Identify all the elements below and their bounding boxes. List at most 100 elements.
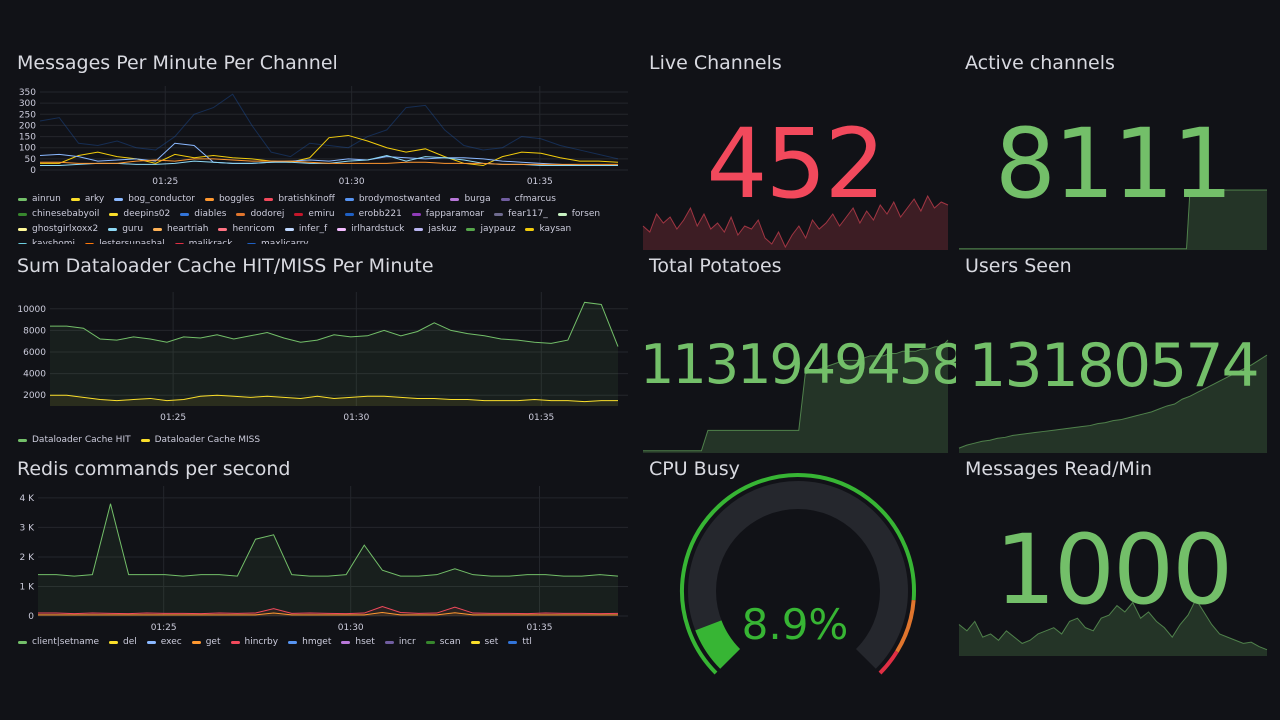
gauge-fill (695, 619, 741, 669)
panel-dataloader-cache: Sum Dataloader Cache HIT/MISS Per Minute… (8, 253, 632, 451)
legend-item[interactable]: emiru (294, 209, 335, 219)
threshold-orange (895, 599, 916, 653)
legend-item[interactable]: dodorej (236, 209, 284, 219)
legend-item[interactable]: Dataloader Cache HIT (18, 433, 131, 447)
legend-item[interactable]: forsen (557, 209, 600, 219)
legend-item[interactable]: chinesebabyoil (18, 209, 99, 219)
legend-label: deepins02 (123, 209, 171, 219)
y-tick-label: 4 K (20, 494, 36, 504)
y-tick-label: 0 (30, 166, 36, 176)
legend-item[interactable]: exec (146, 635, 182, 649)
y-tick-label: 0 (28, 612, 34, 622)
legend-label: henricom (232, 224, 275, 234)
legend-item[interactable]: lestersupashal (85, 239, 165, 244)
legend-color-swatch (450, 197, 460, 201)
active-channels-sparkline (959, 189, 1267, 250)
legend-item[interactable]: hincrby (230, 635, 279, 649)
panel-live-channels: Live Channels 452 (640, 50, 950, 250)
legend-item[interactable]: erobb221 (344, 209, 402, 219)
legend-color-swatch (425, 640, 435, 644)
legend-item[interactable]: hmget (288, 635, 331, 649)
sparkline-line (642, 194, 949, 249)
x-tick-label: 01:30 (338, 623, 364, 633)
legend-item[interactable]: scan (425, 635, 461, 649)
legend-item[interactable]: deepins02 (109, 209, 170, 219)
legend-item[interactable]: ghostgirlxoxx2 (18, 224, 98, 234)
legend-item[interactable]: get (191, 635, 221, 649)
x-tick-label: 01:25 (160, 413, 186, 423)
legend-item[interactable]: client|setname (18, 635, 99, 649)
legend-color-swatch (236, 212, 246, 216)
legend-label: bratishkinoff (278, 194, 335, 204)
dataloader-legend: Dataloader Cache HIT Dataloader Cache MIS… (18, 433, 628, 447)
legend-color-swatch (230, 640, 240, 644)
sparkline-area (643, 340, 948, 453)
panel-cpu-busy: CPU Busy 8.9% (640, 456, 950, 675)
legend-item[interactable]: bog_conductor (114, 194, 195, 204)
legend-item[interactable]: jaypauz (466, 224, 515, 234)
legend-item[interactable]: fear117_ (494, 209, 548, 219)
legend-label: lestersupashal (99, 239, 165, 244)
legend-item[interactable]: jaskuz (414, 224, 456, 234)
legend-label: hincrby (244, 637, 279, 647)
legend-item[interactable]: irlhardstuck (337, 224, 404, 234)
y-tick-label: 150 (19, 133, 36, 143)
legend-label: scan (439, 637, 461, 647)
dataloader-chart[interactable]: 2000 4000 6000 8000 10000 01:25 01:30 01:35 (8, 253, 632, 433)
legend-item[interactable]: heartriah (153, 224, 208, 234)
legend-item[interactable]: del (109, 635, 137, 649)
legend-label: fear117_ (508, 209, 548, 219)
legend-item[interactable]: arky (70, 194, 104, 204)
legend-item[interactable]: malikrack_ (174, 239, 237, 244)
x-tick-label: 01:35 (528, 413, 554, 423)
legend-item[interactable]: henricom (218, 224, 275, 234)
y-tick-label: 100 (19, 144, 36, 154)
total-potatoes-value: 1131949458 (640, 333, 966, 396)
legend-item[interactable]: ainrun (18, 194, 61, 204)
legend-item[interactable]: kayshomi (18, 239, 75, 244)
legend-color-swatch (18, 640, 27, 644)
legend-color-swatch (470, 640, 480, 644)
messages-read-value: 1000 (994, 514, 1233, 626)
sparkline-area (959, 599, 1267, 656)
legend-color-swatch (18, 212, 27, 216)
legend-item[interactable]: ttl (508, 635, 532, 649)
legend-color-swatch (500, 197, 510, 201)
legend-label: chinesebabyoil (32, 209, 100, 219)
x-tick-label: 01:35 (527, 623, 553, 633)
legend-label: jaypauz (480, 224, 516, 234)
legend-label: ghostgirlxoxx2 (32, 224, 99, 234)
legend-item[interactable]: fapparamoar (411, 209, 484, 219)
y-tick-label: 10000 (17, 305, 46, 315)
legend-item[interactable]: hset (341, 635, 375, 649)
legend-item[interactable]: brodymostwanted (344, 194, 440, 204)
y-tick-label: 250 (19, 110, 36, 120)
redis-legend: client|setname del exec get hincrby hmget hset… (18, 635, 628, 649)
legend-item[interactable]: boggles (204, 194, 254, 204)
legend-item[interactable]: incr (384, 635, 416, 649)
legend-color-swatch (344, 197, 354, 201)
legend-item[interactable]: cfmarcus (500, 194, 556, 204)
legend-item[interactable]: guru (108, 224, 143, 234)
legend-item[interactable]: bratishkinoff (264, 194, 335, 204)
legend-item[interactable]: set (470, 635, 498, 649)
users-seen-value: 13180574 (968, 331, 1259, 401)
total-potatoes-sparkline (643, 339, 949, 453)
legend-item[interactable]: kaysan (525, 224, 571, 234)
legend-item[interactable]: diables (180, 209, 226, 219)
legend-item[interactable]: infer_f (284, 224, 327, 234)
legend-label: diables (194, 209, 227, 219)
y-tick-label: 3 K (20, 523, 36, 533)
legend-item[interactable]: burga (450, 194, 491, 204)
legend-color-swatch (109, 212, 119, 216)
panel-messages-per-minute: Messages Per Minute Per Channel 0 50 100 15… (8, 50, 632, 248)
legend-item[interactable]: Dataloader Cache MISS (140, 433, 260, 447)
series-line-erobb221 (39, 93, 619, 160)
cpu-gauge (680, 473, 916, 675)
legend-label: irlhardstuck (351, 224, 405, 234)
legend-color-swatch (108, 227, 118, 231)
redis-chart[interactable]: 0 1 K 2 K 3 K 4 K 01:25 01:30 01:35 (8, 456, 632, 636)
legend-item[interactable]: maxlicarry (246, 239, 309, 244)
